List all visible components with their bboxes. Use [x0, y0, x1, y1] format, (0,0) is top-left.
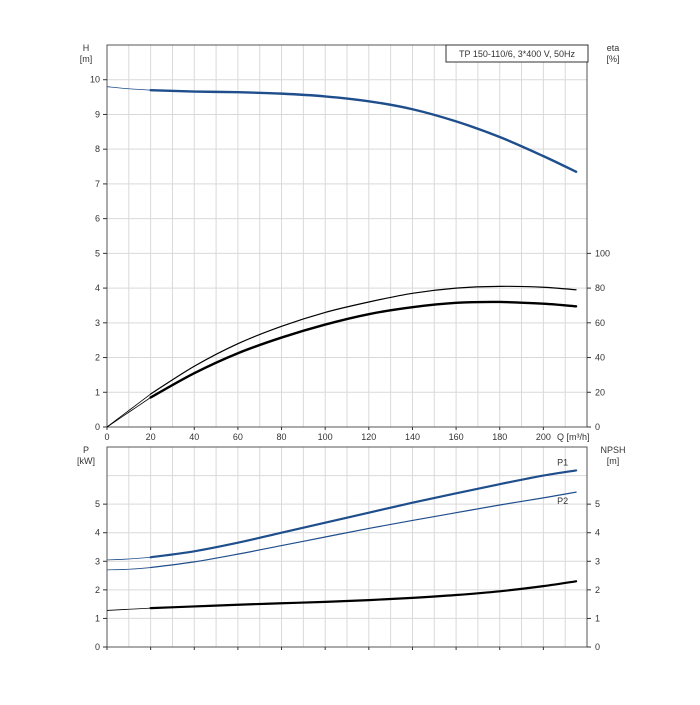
y-left-tick-label: 2: [95, 353, 100, 363]
grid: [107, 447, 587, 647]
y-left-tick-label: 9: [95, 109, 100, 119]
y-right-tick-label: 4: [595, 528, 600, 538]
y-right-axis-unit: [%]: [606, 54, 619, 64]
series-extension: [106, 607, 151, 611]
x-tick-label: 200: [536, 432, 551, 442]
series-line: [149, 88, 578, 173]
y-left-axis-unit: [m]: [80, 54, 93, 64]
y-left-tick-label: 0: [95, 422, 100, 432]
y-left-tick-label: 5: [95, 499, 100, 509]
y-left-tick-label: 7: [95, 179, 100, 189]
series-extension: [106, 397, 151, 428]
plot-frame: [106, 446, 588, 648]
series-label: P1: [557, 457, 568, 467]
y-right-tick-label: 0: [595, 642, 600, 652]
x-axis: 0 20 40 60 80 100 120 140 160 180 200 Q [m³/h]: [104, 427, 590, 442]
y-left-axis-title: P: [83, 445, 89, 455]
y-right-axis: 0 1 2 3 4 5 NPSH[m]: [587, 445, 626, 652]
x-tick-label: 180: [492, 432, 507, 442]
y-left-axis: 0 1 2 3 4 5 P[kW]: [77, 445, 107, 652]
y-right-tick-label: 40: [595, 353, 605, 363]
y-left-tick-label: 8: [95, 144, 100, 154]
y-right-tick-label: 60: [595, 318, 605, 328]
series-line: [150, 491, 577, 569]
y-left-tick-label: 5: [95, 248, 100, 258]
y-right-tick-label: 2: [595, 585, 600, 595]
y-right-axis-unit: [m]: [607, 456, 620, 466]
y-left-tick-label: 2: [95, 585, 100, 595]
x-tick-label: 140: [405, 432, 420, 442]
y-right-tick-label: 3: [595, 556, 600, 566]
chart-title: TP 150-110/6, 3*400 V, 50Hz: [459, 49, 575, 59]
y-right-tick-label: 5: [595, 499, 600, 509]
y-left-tick-label: 4: [95, 283, 100, 293]
series-extension: [106, 86, 151, 91]
y-left-tick-label: 6: [95, 214, 100, 224]
series-extension: [106, 556, 151, 561]
y-left-tick-label: 3: [95, 318, 100, 328]
y-left-axis-unit: [kW]: [77, 456, 95, 466]
x-tick-label: 0: [104, 432, 109, 442]
head-efficiency-panel: 0 20 40 60 80 100 120 140 160 180 200 Q [m³/h]01234…: [80, 43, 620, 442]
y-right-axis-title: NPSH: [600, 445, 625, 455]
title-box: TP 150-110/6, 3*400 V, 50Hz: [445, 44, 589, 63]
x-tick-label: 40: [189, 432, 199, 442]
series-line: [149, 469, 578, 559]
series-group: [106, 86, 578, 428]
series-line: [149, 580, 578, 610]
y-left-axis-title: H: [83, 43, 90, 53]
x-tick-label: 60: [233, 432, 243, 442]
series-extension: [106, 567, 151, 571]
power-npsh-panel: 0 1 2 3 4 5 P[kW] 0 1 2 3 4 5 NPSH[m] P1 P2: [77, 445, 626, 652]
y-right-tick-label: 20: [595, 387, 605, 397]
x-tick-label: 80: [277, 432, 287, 442]
y-right-axis-title: eta: [607, 43, 620, 53]
x-tick-label: 120: [361, 432, 376, 442]
x-tick-label: 20: [146, 432, 156, 442]
series-group: P1 P2: [106, 457, 578, 611]
y-right-tick-label: 80: [595, 283, 605, 293]
y-left-tick-label: 4: [95, 528, 100, 538]
grid: [107, 45, 587, 427]
y-left-tick-label: 0: [95, 642, 100, 652]
y-left-tick-label: 3: [95, 556, 100, 566]
y-left-tick-label: 1: [95, 387, 100, 397]
y-right-axis: 0 20 40 60 80 100 eta[%]: [587, 43, 620, 432]
y-left-tick-label: 1: [95, 613, 100, 623]
title-frame: [445, 44, 589, 63]
y-left-tick-label: 10: [90, 75, 100, 85]
y-right-tick-label: 0: [595, 422, 600, 432]
plot-frame: [106, 44, 588, 428]
y-left-axis: 0 1 2 3 4 5 6 7 8 9 10 H[m]: [80, 43, 107, 432]
x-tick-label: 100: [318, 432, 333, 442]
y-right-tick-label: 1: [595, 613, 600, 623]
series-line: [149, 300, 578, 399]
y-right-tick-label: 100: [595, 248, 610, 258]
series-label: P2: [557, 496, 568, 506]
series-line: [150, 285, 577, 395]
x-tick-label: 160: [449, 432, 464, 442]
x-axis-label: Q [m³/h]: [557, 432, 590, 442]
x-axis: [106, 647, 544, 650]
